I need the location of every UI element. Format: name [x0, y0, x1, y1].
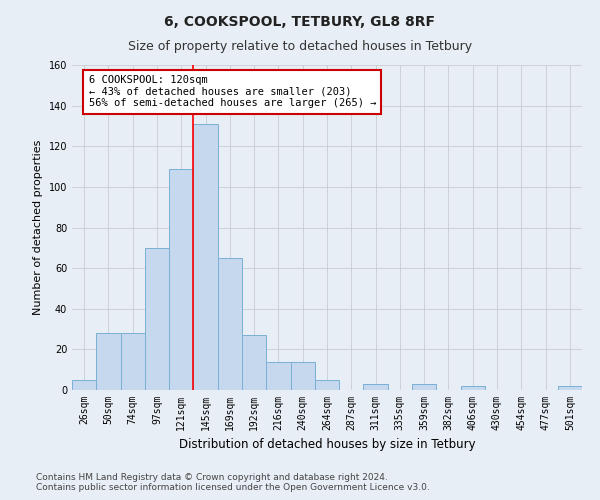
Bar — [121, 333, 145, 390]
Bar — [218, 258, 242, 390]
Y-axis label: Number of detached properties: Number of detached properties — [33, 140, 43, 315]
Bar — [412, 384, 436, 390]
Bar — [364, 384, 388, 390]
Bar — [558, 386, 582, 390]
Text: Size of property relative to detached houses in Tetbury: Size of property relative to detached ho… — [128, 40, 472, 53]
Bar — [72, 380, 96, 390]
Bar — [315, 380, 339, 390]
Bar — [169, 168, 193, 390]
Text: Contains HM Land Registry data © Crown copyright and database right 2024.
Contai: Contains HM Land Registry data © Crown c… — [36, 473, 430, 492]
Bar — [96, 333, 121, 390]
Bar — [266, 362, 290, 390]
X-axis label: Distribution of detached houses by size in Tetbury: Distribution of detached houses by size … — [179, 438, 475, 452]
Bar — [290, 362, 315, 390]
Text: 6 COOKSPOOL: 120sqm
← 43% of detached houses are smaller (203)
56% of semi-detac: 6 COOKSPOOL: 120sqm ← 43% of detached ho… — [89, 75, 376, 108]
Bar — [193, 124, 218, 390]
Bar — [461, 386, 485, 390]
Bar — [242, 335, 266, 390]
Text: 6, COOKSPOOL, TETBURY, GL8 8RF: 6, COOKSPOOL, TETBURY, GL8 8RF — [164, 15, 436, 29]
Bar — [145, 248, 169, 390]
